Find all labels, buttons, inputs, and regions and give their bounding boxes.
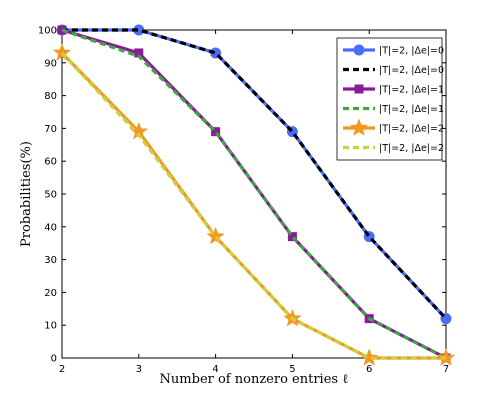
legend-marker <box>354 84 364 94</box>
x-tick-label: 5 <box>289 364 295 375</box>
legend-marker <box>349 118 369 136</box>
y-tick-label: 60 <box>44 157 57 168</box>
data-point <box>287 232 297 242</box>
legend-entry: |T|=2, |Δe|=0 <box>343 44 444 57</box>
legend-label: |T|=2, |Δe|=1 <box>379 104 444 115</box>
legend-label: |T|=2, |Δe|=0 <box>379 65 444 76</box>
data-point <box>206 226 225 245</box>
y-tick-label: 0 <box>51 354 57 365</box>
legend: |T|=2, |Δe|=0 |T|=2, |Δe|=0 |T|=2, |Δe|=1 |… <box>336 37 444 161</box>
legend-box <box>336 37 443 161</box>
y-tick-label: 30 <box>44 255 57 266</box>
data-point <box>211 127 221 137</box>
legend-entry: |T|=2, |Δe|=1 <box>343 104 444 115</box>
y-axis-title: Probabilities(%) <box>19 141 34 247</box>
y-tick-label: 10 <box>44 321 57 332</box>
y-tick-label: 20 <box>44 288 57 299</box>
y-tick-label: 100 <box>38 26 57 37</box>
y-tick-label: 70 <box>44 124 57 135</box>
series-layer <box>52 24 456 366</box>
y-tick-label: 50 <box>44 190 57 201</box>
legend-entry: |T|=2, |Δe|=1 <box>343 84 444 96</box>
series-1 <box>62 28 448 320</box>
x-axis-title: Number of nonzero entries ℓ <box>160 372 349 387</box>
legend-entry: |T|=2, |Δe|=0 <box>343 65 444 76</box>
series-3 <box>61 28 447 360</box>
x-axis: 2 3 4 5 6 7 <box>59 30 449 375</box>
y-tick-label: 90 <box>44 58 57 69</box>
x-tick-label: 3 <box>136 364 142 375</box>
legend-label: |T|=2, |Δe|=2 <box>379 143 444 154</box>
series-5 <box>60 51 446 360</box>
y-tick-label: 40 <box>44 222 57 233</box>
x-tick-label: 4 <box>212 364 218 375</box>
data-point <box>52 43 72 61</box>
legend-marker <box>353 44 365 56</box>
y-tick-label: 80 <box>44 91 57 102</box>
series-line <box>61 28 447 360</box>
legend-label: |T|=2, |Δe|=2 <box>379 124 444 135</box>
y-axis: 0 10 20 30 40 50 60 70 80 90 100 <box>38 26 446 365</box>
legend-entry: |T|=2, |Δe|=2 <box>343 143 444 154</box>
legend-entry: |T|=2, |Δe|=2 <box>343 118 444 136</box>
legend-label: |T|=2, |Δe|=1 <box>379 85 444 96</box>
series-line <box>62 28 448 320</box>
x-tick-label: 6 <box>366 364 372 375</box>
x-tick-label: 7 <box>443 364 449 375</box>
legend-label: |T|=2, |Δe|=0 <box>379 46 444 57</box>
series-line <box>60 51 446 360</box>
x-tick-label: 2 <box>59 364 65 375</box>
